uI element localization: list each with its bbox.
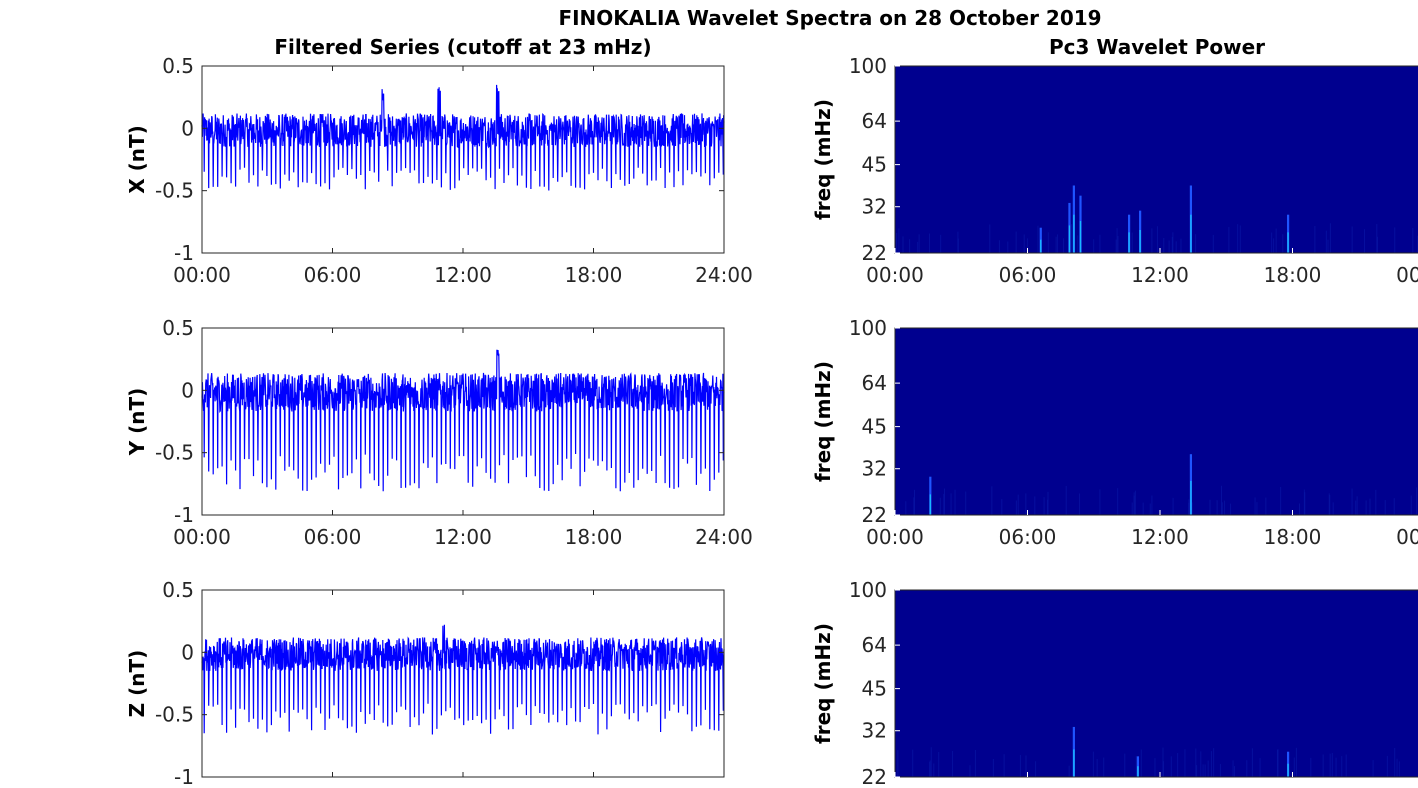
- x-tick-label: 06:00: [304, 263, 362, 287]
- y-tick-label: 45: [862, 153, 887, 177]
- y-tick-label: 0.5: [162, 578, 194, 602]
- line-panel-y: 0.5 0 -0.5 -100:00 06:00 12:00 18:00 24:00 Y (nT…: [125, 316, 753, 549]
- line-panel-z: 0.5 0 -0.5 -1 Z (nT): [125, 578, 725, 788]
- x-tick-label: 12:00: [434, 263, 492, 287]
- y-tick-label: 0: [181, 116, 194, 140]
- x-tick-label: 24:00: [695, 525, 753, 549]
- y-tick-label: 0: [181, 378, 194, 402]
- y-tick-label: 45: [862, 677, 887, 701]
- figure-title: FINOKALIA Wavelet Spectra on 28 October …: [558, 6, 1101, 30]
- heatmap-panel-1: 1006445322200:0006:0012:0018:0000:00freq…: [811, 54, 1418, 287]
- x-tick-label: 18:00: [1264, 525, 1322, 549]
- x-tick-label: 12:00: [1131, 263, 1189, 287]
- x-tick-label: 00:00: [866, 263, 924, 287]
- y-tick-label: 0.5: [162, 316, 194, 340]
- y-tick-label: 64: [862, 371, 887, 395]
- y-tick-label: -0.5: [155, 179, 194, 203]
- y-tick-label: 22: [862, 765, 887, 788]
- x-tick-label: 18:00: [565, 525, 623, 549]
- x-tick-label: 00:00: [173, 525, 231, 549]
- y-tick-label: 64: [862, 633, 887, 657]
- right-column-title: Pc3 Wavelet Power: [1049, 35, 1265, 59]
- heatmap-panel-3: 100 64 45 32 22 freq (mHz): [811, 578, 1418, 788]
- x-tick-label: 00:00: [1396, 263, 1418, 287]
- heatmap-panel-2: 1006445322200:0006:0012:0018:0000:00freq…: [811, 316, 1418, 549]
- y-tick-label: -1: [174, 765, 194, 788]
- y-tick-label: -0.5: [155, 703, 194, 727]
- y-axis-label: freq (mHz): [811, 99, 835, 220]
- y-tick-label: 22: [862, 241, 887, 265]
- y-tick-label: 100: [849, 316, 887, 340]
- series-line-x: [201, 84, 725, 191]
- y-tick-label: 64: [862, 109, 887, 133]
- y-axis-label: freq (mHz): [811, 361, 835, 482]
- x-tick-label: 00:00: [173, 263, 231, 287]
- x-tick-label: 18:00: [1264, 263, 1322, 287]
- y-tick-label: 45: [862, 415, 887, 439]
- x-tick-label: 06:00: [999, 525, 1057, 549]
- x-tick-label: 00:00: [866, 525, 924, 549]
- x-tick-label: 12:00: [434, 525, 492, 549]
- y-tick-label: 22: [862, 503, 887, 527]
- y-tick-label: 0.5: [162, 54, 194, 78]
- heatmap-background: [895, 328, 1418, 515]
- y-tick-label: -0.5: [155, 441, 194, 465]
- line-panel-x: 0.5 0 -0.5 -100:00 06:00 12:00 18:00 24:00 X (nT…: [125, 54, 753, 287]
- y-tick-label: 100: [849, 54, 887, 78]
- y-axis-label: X (nT): [125, 125, 149, 194]
- x-tick-label: 06:00: [999, 263, 1057, 287]
- series-line-z: [201, 624, 725, 735]
- x-tick-label: 12:00: [1131, 525, 1189, 549]
- y-tick-label: -1: [174, 241, 194, 265]
- left-column-title: Filtered Series (cutoff at 23 mHz): [274, 35, 651, 59]
- x-tick-label: 06:00: [304, 525, 362, 549]
- x-tick-label: 18:00: [565, 263, 623, 287]
- y-axis-label: Z (nT): [125, 650, 149, 718]
- heatmap-background: [895, 66, 1418, 253]
- y-tick-label: -1: [174, 503, 194, 527]
- y-tick-label: 32: [862, 719, 887, 743]
- series-line-y: [201, 349, 725, 492]
- y-tick-label: 32: [862, 195, 887, 219]
- heatmap-background: [895, 590, 1418, 777]
- x-tick-label: 24:00: [695, 263, 753, 287]
- y-tick-label: 0: [181, 640, 194, 664]
- x-tick-label: 00:00: [1396, 525, 1418, 549]
- y-axis-label: freq (mHz): [811, 623, 835, 744]
- y-axis-label: Y (nT): [125, 388, 149, 457]
- y-tick-label: 32: [862, 457, 887, 481]
- y-tick-label: 100: [849, 578, 887, 602]
